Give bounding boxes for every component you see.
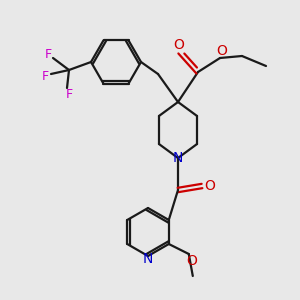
Text: O: O [205,179,215,193]
Text: O: O [217,44,227,58]
Text: F: F [65,88,73,100]
Text: N: N [143,252,153,266]
Text: F: F [44,49,52,62]
Text: N: N [173,151,183,165]
Text: O: O [174,38,184,52]
Text: O: O [186,254,197,268]
Text: F: F [41,70,49,83]
